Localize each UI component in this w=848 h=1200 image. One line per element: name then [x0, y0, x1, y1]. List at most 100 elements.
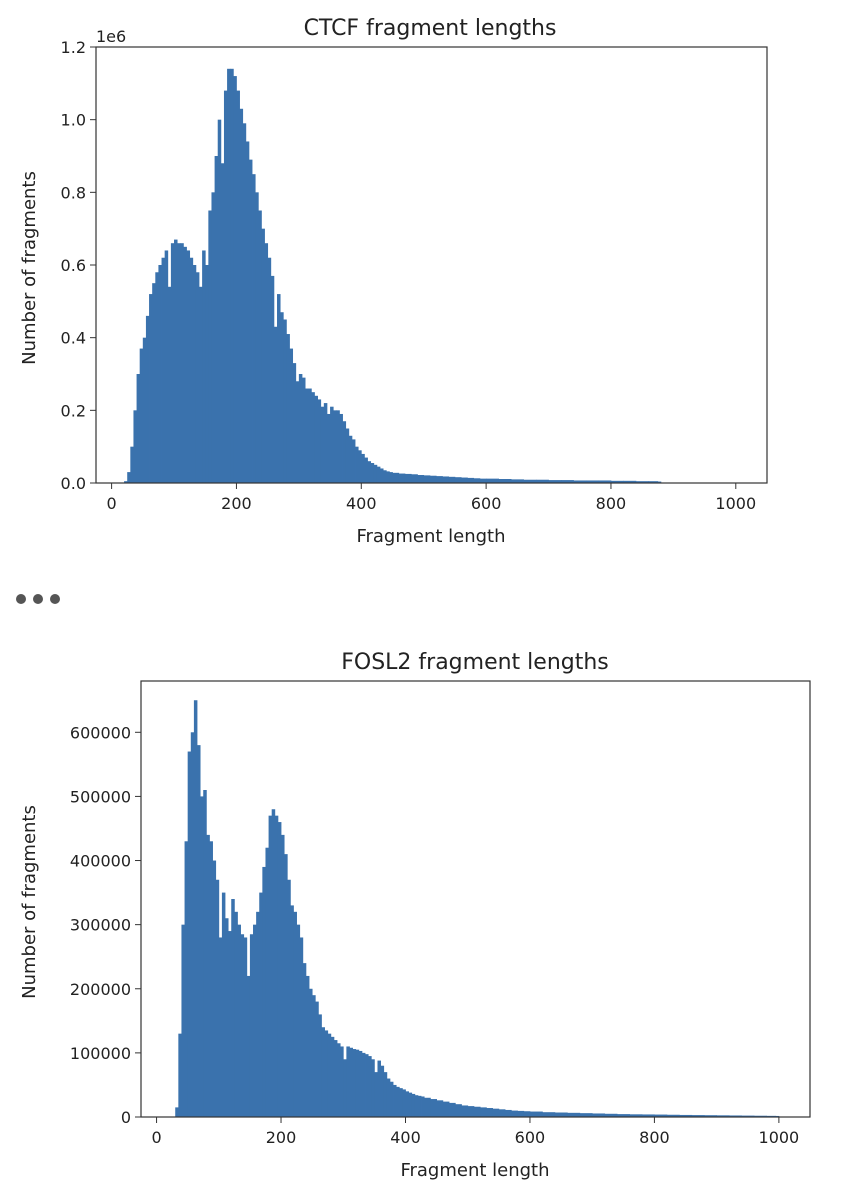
- histogram-bar: [529, 1111, 543, 1117]
- histogram-bar: [386, 1078, 391, 1117]
- histogram-bar: [298, 374, 303, 483]
- histogram-bar: [348, 435, 353, 483]
- histogram-bar: [542, 1112, 556, 1117]
- y-ticks: 0.0 0.2 0.4 0.6 0.8 1.0 1.2: [61, 38, 96, 493]
- histogram-bar: [393, 1084, 397, 1117]
- x-tick-label: 400: [390, 1128, 421, 1147]
- y-tick-label: 500000: [70, 787, 131, 806]
- histogram-bar: [136, 374, 141, 483]
- histogram-bar: [376, 466, 381, 483]
- x-tick-label: 1000: [759, 1128, 800, 1147]
- histogram-bar: [302, 963, 307, 1117]
- histogram-bar: [227, 68, 231, 484]
- histogram-bar: [486, 478, 499, 483]
- plot-frame: [140, 680, 811, 1118]
- histogram-bar: [567, 1112, 581, 1117]
- histogram-bar: [211, 192, 215, 483]
- histogram-bar: [411, 1093, 416, 1117]
- histogram-bar: [380, 1065, 385, 1117]
- histogram-bar: [243, 937, 248, 1117]
- histogram-bar: [295, 381, 300, 483]
- histogram-bar: [214, 156, 219, 483]
- histogram-bar: [274, 815, 279, 1117]
- histogram-bar: [355, 1049, 360, 1117]
- histogram-bar: [461, 1105, 469, 1117]
- histogram-bar: [679, 1114, 693, 1117]
- y-tick-label: 0.6: [61, 256, 86, 275]
- histogram-bar: [240, 934, 245, 1117]
- histogram-bar: [195, 272, 200, 483]
- histogram-bar: [221, 892, 226, 1117]
- histogram-bar: [258, 210, 262, 483]
- y-tick-label: 0.8: [61, 183, 86, 202]
- histogram-bar: [398, 473, 406, 483]
- histogram-bar: [336, 410, 340, 483]
- histogram-bar: [364, 457, 368, 483]
- chart-title: CTCF fragment lengths: [304, 16, 557, 41]
- histogram-bar: [345, 428, 350, 483]
- histogram-bar: [124, 481, 128, 483]
- y-offset-label: 1e6: [96, 27, 126, 46]
- x-tick-label: 800: [639, 1128, 670, 1147]
- histogram-bar: [729, 1115, 742, 1117]
- histogram-bar: [429, 475, 437, 483]
- histogram-bar: [573, 480, 587, 483]
- histogram-bar: [167, 286, 172, 483]
- histogram-bar: [289, 348, 294, 483]
- histogram-bar: [330, 1036, 335, 1117]
- histogram-bar: [396, 1086, 400, 1117]
- histogram-bar: [277, 294, 281, 483]
- histogram-bar: [212, 860, 217, 1117]
- histogram-bar: [267, 257, 272, 483]
- histogram-bar: [654, 1114, 668, 1117]
- histogram-bar: [320, 406, 325, 483]
- histogram-bar: [242, 123, 247, 484]
- y-tick-label: 1.0: [61, 111, 86, 130]
- histogram-bar: [206, 834, 210, 1117]
- histogram-bar: [610, 480, 624, 483]
- histogram-bar: [262, 866, 266, 1117]
- histogram-bar: [239, 108, 244, 484]
- histogram-bar: [308, 388, 312, 483]
- histogram-bar: [340, 1046, 344, 1117]
- histogram-bar: [326, 413, 331, 483]
- histogram-bar: [261, 228, 265, 483]
- histogram-bar: [245, 141, 250, 483]
- fosl2-chart: FOSL2 fragment lengths 0 200 400 600 800 1000…: [19, 650, 811, 1181]
- histogram-bar: [233, 76, 237, 483]
- x-ticks: 0 200 400 600 800 1000: [107, 483, 756, 513]
- histogram-bar: [361, 1052, 366, 1117]
- y-axis-label: Number of fragments: [19, 805, 40, 999]
- histogram-bar: [190, 732, 195, 1117]
- y-axis-label: Number of fragments: [19, 171, 40, 365]
- histogram-bar: [286, 334, 290, 483]
- histogram-bar: [192, 265, 197, 483]
- more-icon[interactable]: [16, 594, 60, 604]
- histogram-bar: [351, 439, 356, 483]
- histogram-bar: [127, 472, 131, 483]
- histogram-bar: [370, 463, 375, 483]
- histogram-bar: [389, 472, 393, 483]
- histogram-bar: [373, 464, 378, 483]
- histogram-bar: [523, 1111, 531, 1117]
- ellipsis-dot: [16, 594, 26, 604]
- histogram-bar: [186, 250, 191, 483]
- histogram-bar: [617, 1114, 630, 1117]
- histogram-bar: [200, 796, 204, 1117]
- histogram-bar: [704, 1115, 718, 1117]
- histogram-bar: [473, 1106, 481, 1117]
- histogram-bar: [236, 90, 240, 483]
- histogram-bar: [392, 472, 400, 483]
- histogram-bar: [561, 480, 574, 483]
- histogram-bar: [467, 477, 475, 483]
- histogram-bar: [237, 924, 241, 1117]
- histogram-bar: [414, 1095, 419, 1117]
- bars: [124, 68, 662, 484]
- histogram-bar: [277, 822, 282, 1117]
- histogram-bar: [305, 388, 309, 483]
- y-tick-label: 200000: [70, 980, 131, 999]
- histogram-bar: [436, 1100, 444, 1117]
- histogram-bar: [343, 1059, 347, 1117]
- histogram-bar: [252, 174, 256, 484]
- histogram-bar: [203, 790, 207, 1117]
